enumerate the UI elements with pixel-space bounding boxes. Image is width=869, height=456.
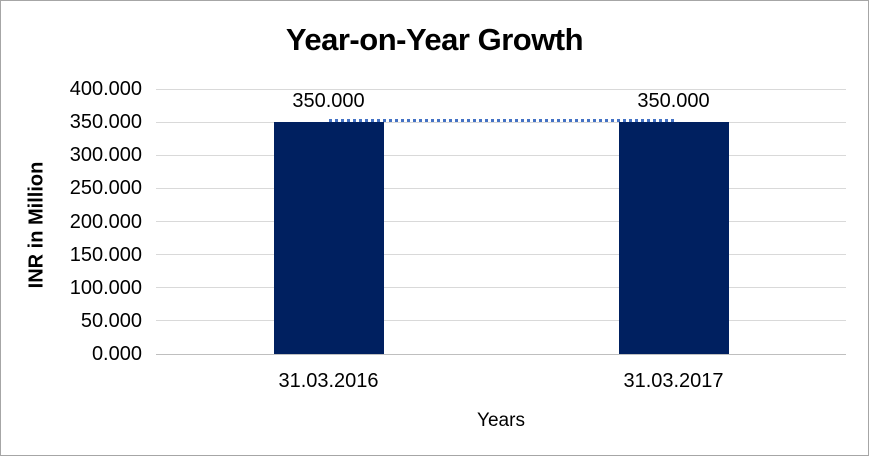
bar [273, 122, 384, 354]
gridline [156, 121, 846, 123]
gridline [156, 320, 846, 322]
chart-title: Year-on-Year Growth [285, 22, 584, 57]
y-tick-label: 200.000 [69, 210, 142, 233]
gridline [156, 154, 846, 156]
y-tick-label: 100.000 [69, 276, 142, 299]
gridline [156, 287, 846, 289]
y-tick-label: 0.000 [91, 343, 142, 365]
trend-line [328, 119, 674, 123]
gridline [156, 88, 846, 90]
y-tick-label: 350.000 [69, 111, 142, 134]
x-axis-title: Years [477, 410, 525, 431]
y-tick-label: 250.000 [69, 177, 142, 200]
y-tick-label: 150.000 [69, 243, 142, 266]
gridline [156, 187, 846, 189]
y-tick-label: 50.000 [80, 309, 142, 332]
bar-data-label: 350.000 [292, 90, 365, 113]
y-tick-label: 300.000 [69, 144, 142, 167]
x-category-label: 31.03.2017 [623, 370, 724, 392]
y-tick-label: 400.000 [69, 78, 142, 100]
gridline [156, 254, 846, 256]
bar-data-label: 350.000 [637, 90, 710, 113]
x-category-label: 31.03.2016 [278, 370, 379, 392]
gridline [156, 221, 846, 222]
bar [618, 122, 729, 354]
x-axis-line [156, 353, 846, 355]
